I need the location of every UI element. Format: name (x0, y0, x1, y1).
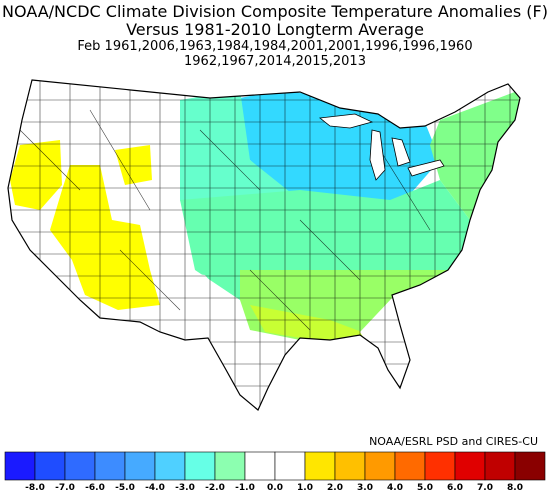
colorbar-tick-label: 6.0 (447, 483, 463, 492)
colorbar-cell (244, 451, 276, 481)
figure-subtitle: Versus 1981-2010 Longterm Average (126, 20, 424, 39)
colorbar-tick-labels: -8.0 -7.0 -6.0 -5.0 -4.0 -3.0 -2.0 -1.0 0.0 1.0 2.… (25, 483, 523, 492)
colorbar-cell (124, 451, 156, 481)
us-outline (7, 79, 521, 411)
colorbar-cell (94, 451, 126, 481)
colorbar-cell (64, 451, 96, 481)
northeast-mild-region (430, 90, 520, 220)
colorbar-tick-label: 1.0 (297, 483, 313, 492)
colorbar-cell (394, 451, 426, 481)
data-credit: NOAA/ESRL PSD and CIRES-CU (369, 435, 538, 448)
colorbar-cell (184, 451, 216, 481)
colorbar-cell (274, 451, 306, 481)
colorbar-tick-label: 3.0 (357, 483, 373, 492)
colorbar-tick-label: 2.0 (327, 483, 343, 492)
great-basin-warm-region-2 (50, 165, 160, 310)
colorbar-tick-label: -8.0 (25, 483, 45, 492)
colorbar-tick-label: -6.0 (85, 483, 105, 492)
colorbar-tick-label: -3.0 (175, 483, 195, 492)
colorbar-tick-label: -1.0 (235, 483, 255, 492)
anomaly-colorbar: -8.0 -7.0 -6.0 -5.0 -4.0 -3.0 -2.0 -1.0 0.0 1.0 2.… (4, 451, 546, 492)
colorbar-tick-label: -2.0 (205, 483, 225, 492)
colorbar-cell (454, 451, 486, 481)
colorbar-tick-label: 4.0 (387, 483, 403, 492)
colorbar-cell (34, 451, 66, 481)
colorbar-tick-label: -5.0 (115, 483, 135, 492)
colorbar-cell (304, 451, 336, 481)
colorbar-tick-label: 5.0 (417, 483, 433, 492)
colorbar-cell (154, 451, 186, 481)
colorbar-cell (214, 451, 246, 481)
southwest-neutral-region (160, 270, 245, 340)
great-basin-warm-region-1 (10, 140, 62, 210)
colorbar-cell (364, 451, 396, 481)
colorbar-tick-label: -4.0 (145, 483, 165, 492)
colorbar-tick-label: 0.0 (267, 483, 283, 492)
colorbar-tick-label: 7.0 (477, 483, 493, 492)
colorbar-tick-label: 8.0 (507, 483, 523, 492)
colorbar-cells (4, 451, 546, 481)
colorbar-cell (4, 451, 36, 481)
figure-title: NOAA/NCDC Climate Division Composite Tem… (2, 2, 548, 21)
composite-years-line-1: Feb 1961,2006,1963,1984,1984,2001,2001,1… (77, 39, 473, 54)
rockies-warm-region (115, 145, 152, 185)
colorbar-cell (484, 451, 516, 481)
colorbar-tick-label: -7.0 (55, 483, 75, 492)
colorbar-cell (334, 451, 366, 481)
colorbar-cell (514, 451, 546, 481)
colorbar-cell (424, 451, 456, 481)
composite-years-line-2: 1962,1967,2014,2015,2013 (184, 54, 366, 69)
great-lakes (318, 113, 445, 181)
us-climate-division-map (7, 79, 521, 411)
